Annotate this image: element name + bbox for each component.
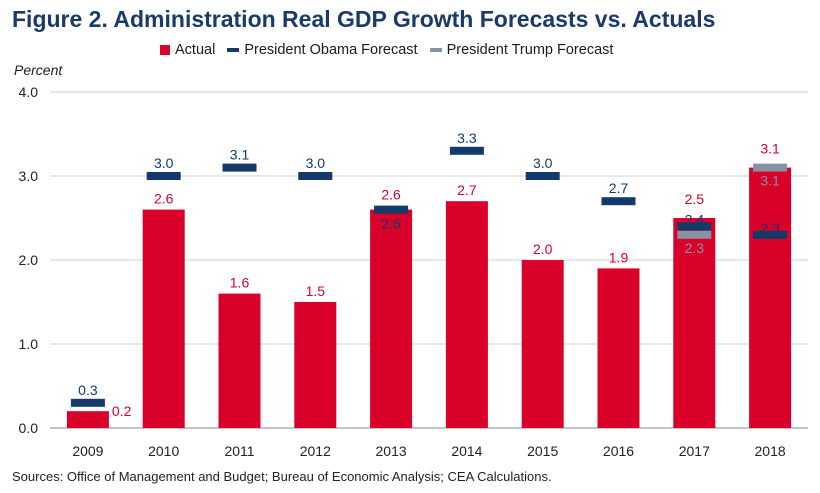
marker-obama-forecast [222, 163, 257, 172]
data-label-actual: 2.7 [457, 182, 477, 198]
data-label-actual: 2.5 [685, 191, 705, 207]
chart-title: Figure 2. Administration Real GDP Growth… [12, 6, 716, 32]
data-label-actual: 1.5 [306, 283, 326, 299]
y-tick-label: 4.0 [19, 84, 39, 100]
y-tick-label: 0.0 [19, 420, 39, 436]
data-label-actual: 2.0 [533, 241, 553, 257]
x-tick-label: 2012 [300, 443, 331, 459]
marker-obama-forecast [449, 146, 484, 155]
x-tick-label: 2017 [679, 443, 710, 459]
bar-actual [521, 260, 564, 428]
data-label-actual: 2.6 [381, 187, 401, 203]
y-tick-label: 2.0 [19, 252, 39, 268]
legend-swatch-obama [227, 48, 240, 52]
data-label-obama: 2.7 [609, 180, 629, 196]
data-label-obama: 2.4 [685, 211, 705, 227]
data-label-actual: 1.9 [609, 249, 629, 265]
x-tick-label: 2009 [72, 443, 103, 459]
x-tick-label: 2011 [224, 443, 254, 459]
marker-obama-forecast [753, 230, 788, 239]
marker-obama-forecast [298, 172, 333, 180]
data-label-actual: 3.1 [760, 141, 780, 157]
marker-trump-forecast [677, 230, 712, 239]
bar-actual [370, 209, 413, 428]
x-tick-label: 2015 [527, 443, 558, 459]
data-label-obama: 0.3 [78, 382, 98, 398]
x-tick-label: 2014 [451, 443, 482, 459]
data-label-obama: 3.0 [154, 155, 174, 171]
bar-actual [749, 167, 792, 428]
x-tick-label: 2018 [755, 443, 786, 459]
marker-obama-forecast [601, 197, 636, 206]
marker-obama-forecast [70, 398, 105, 407]
legend-label-trump: President Trump Forecast [446, 42, 614, 58]
marker-obama-forecast [374, 205, 409, 214]
data-label-actual: 1.6 [230, 275, 250, 291]
legend-item-actual: Actual [160, 42, 215, 58]
bar-actual [66, 411, 109, 428]
legend-swatch-trump [429, 48, 442, 52]
marker-obama-forecast [677, 222, 712, 231]
data-label-obama: 3.1 [230, 147, 250, 163]
legend-label-obama: President Obama Forecast [244, 42, 418, 58]
data-label-actual: 2.6 [154, 191, 174, 207]
legend-label-actual: Actual [175, 42, 216, 58]
data-label-obama: 2.6 [381, 216, 401, 232]
data-label-obama: 2.3 [760, 220, 780, 236]
legend-swatch-actual [160, 45, 170, 55]
data-label-trump: 2.3 [685, 240, 705, 256]
data-label-obama: 3.0 [533, 155, 553, 171]
data-label-actual: 0.2 [112, 403, 132, 419]
legend-item-trump: President Trump Forecast [429, 42, 614, 58]
data-label-trump: 3.1 [760, 173, 780, 189]
source-note: Sources: Office of Management and Budget… [12, 469, 552, 484]
marker-obama-forecast [525, 172, 560, 180]
bar-actual [673, 218, 716, 428]
bar-actual [445, 201, 488, 428]
legend-item-obama: President Obama Forecast [227, 42, 418, 58]
bar-actual [294, 302, 337, 428]
marker-obama-forecast [146, 172, 181, 180]
bar-actual [142, 209, 185, 428]
y-axis-label: Percent [14, 62, 63, 78]
y-tick-label: 3.0 [19, 168, 39, 184]
x-tick-label: 2010 [148, 443, 179, 459]
marker-trump-forecast [753, 163, 788, 172]
x-tick-label: 2013 [376, 443, 407, 459]
bar-actual [597, 268, 640, 428]
data-label-obama: 3.3 [457, 130, 477, 146]
data-label-obama: 3.0 [306, 155, 326, 171]
x-tick-label: 2016 [603, 443, 634, 459]
y-tick-label: 1.0 [19, 336, 39, 352]
legend: Actual President Obama Forecast Presiden… [160, 42, 625, 58]
bar-actual [218, 293, 261, 428]
